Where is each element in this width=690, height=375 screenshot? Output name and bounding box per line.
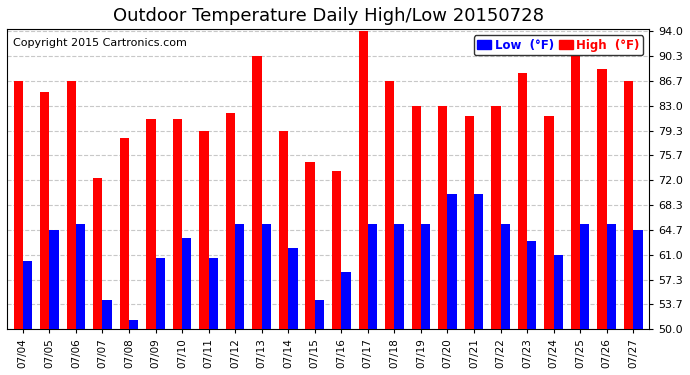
Bar [172,119,182,329]
Bar [571,56,580,329]
Bar [50,230,59,329]
Bar [412,106,421,329]
Bar [129,320,138,329]
Title: Outdoor Temperature Daily High/Low 20150728: Outdoor Temperature Daily High/Low 20150… [112,7,544,25]
Text: Copyright 2015 Cartronics.com: Copyright 2015 Cartronics.com [13,38,187,48]
Bar [226,112,235,329]
Bar [518,73,527,329]
Bar [155,258,165,329]
Bar [465,116,474,329]
Bar [607,224,616,329]
Bar [580,224,589,329]
Bar [315,300,324,329]
Bar [395,224,404,329]
Bar [14,81,23,329]
Bar [491,106,500,329]
Bar [448,194,457,329]
Bar [438,106,448,329]
Bar [279,131,288,329]
Bar [120,138,129,329]
Bar [40,92,50,329]
Bar [103,300,112,329]
Bar [146,119,155,329]
Bar [421,224,431,329]
Bar [288,248,297,329]
Bar [624,81,633,329]
Bar [182,238,191,329]
Bar [23,261,32,329]
Bar [553,255,563,329]
Bar [306,162,315,329]
Bar [199,131,208,329]
Bar [544,116,553,329]
Bar [385,81,395,329]
Bar [342,272,351,329]
Bar [253,56,262,329]
Bar [235,224,244,329]
Bar [208,258,218,329]
Bar [332,171,342,329]
Bar [262,224,271,329]
Legend: Low  (°F), High  (°F): Low (°F), High (°F) [473,35,643,55]
Bar [359,31,368,329]
Bar [598,69,607,329]
Bar [67,81,76,329]
Bar [93,178,103,329]
Bar [500,224,510,329]
Bar [527,241,536,329]
Bar [633,230,642,329]
Bar [76,224,86,329]
Bar [368,224,377,329]
Bar [474,194,483,329]
